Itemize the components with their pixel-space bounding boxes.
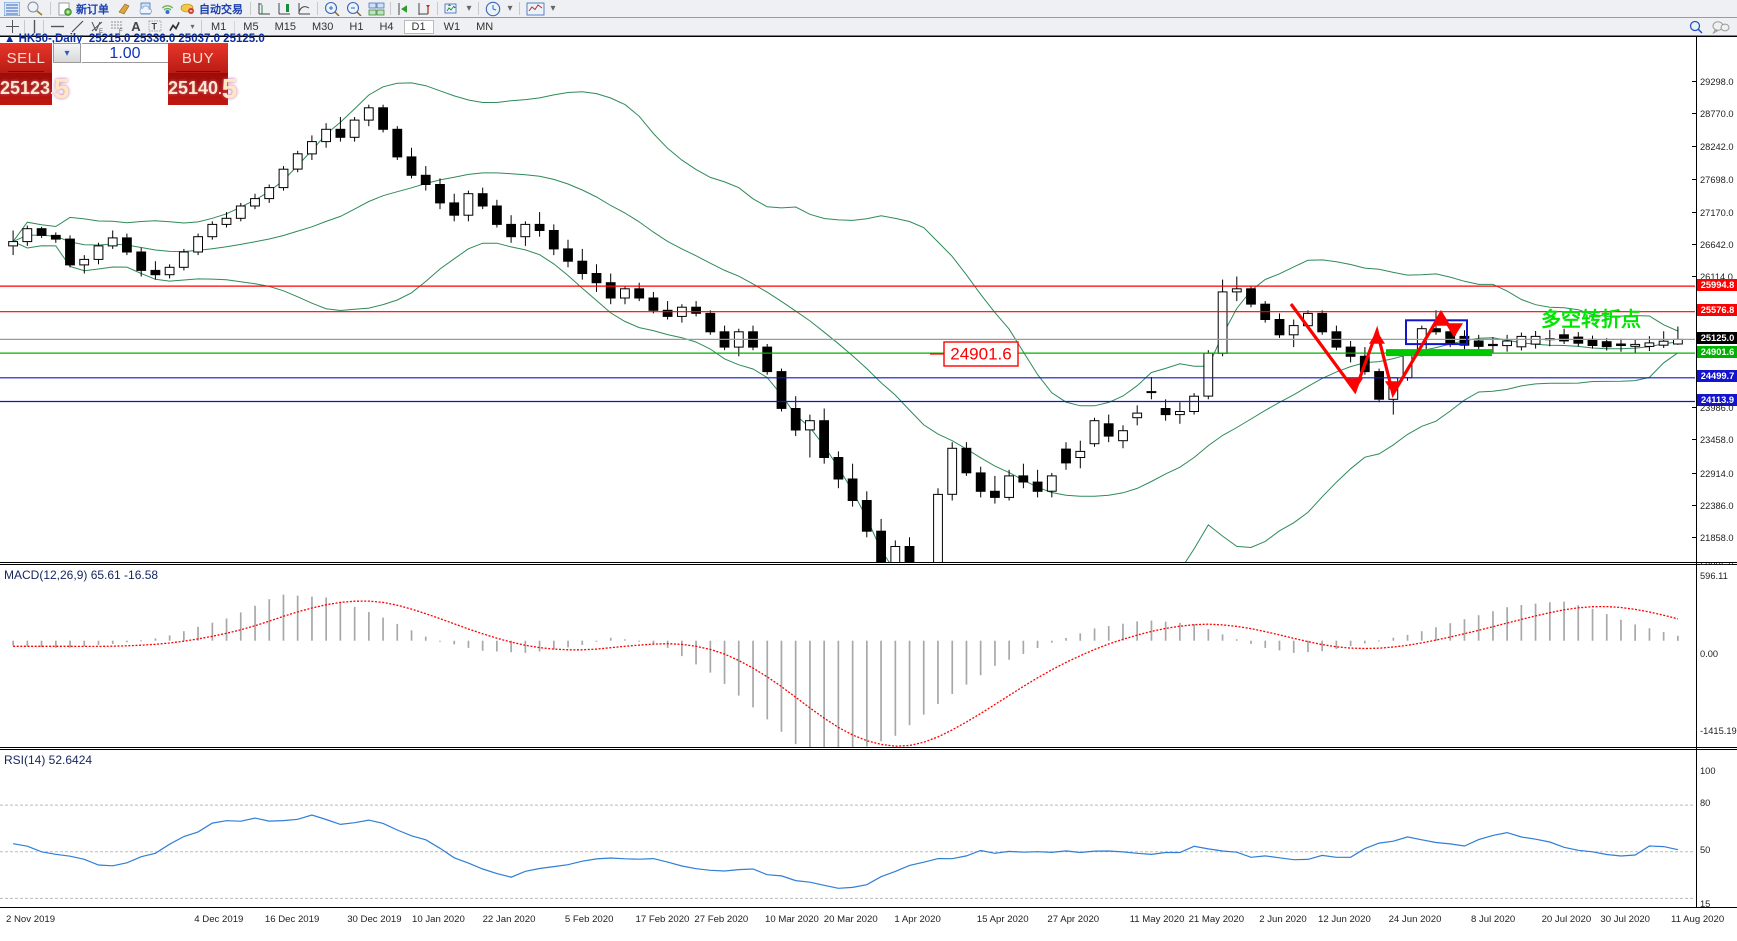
svg-text:T: T: [151, 22, 157, 32]
svg-text:24901.6: 24901.6: [950, 345, 1011, 364]
